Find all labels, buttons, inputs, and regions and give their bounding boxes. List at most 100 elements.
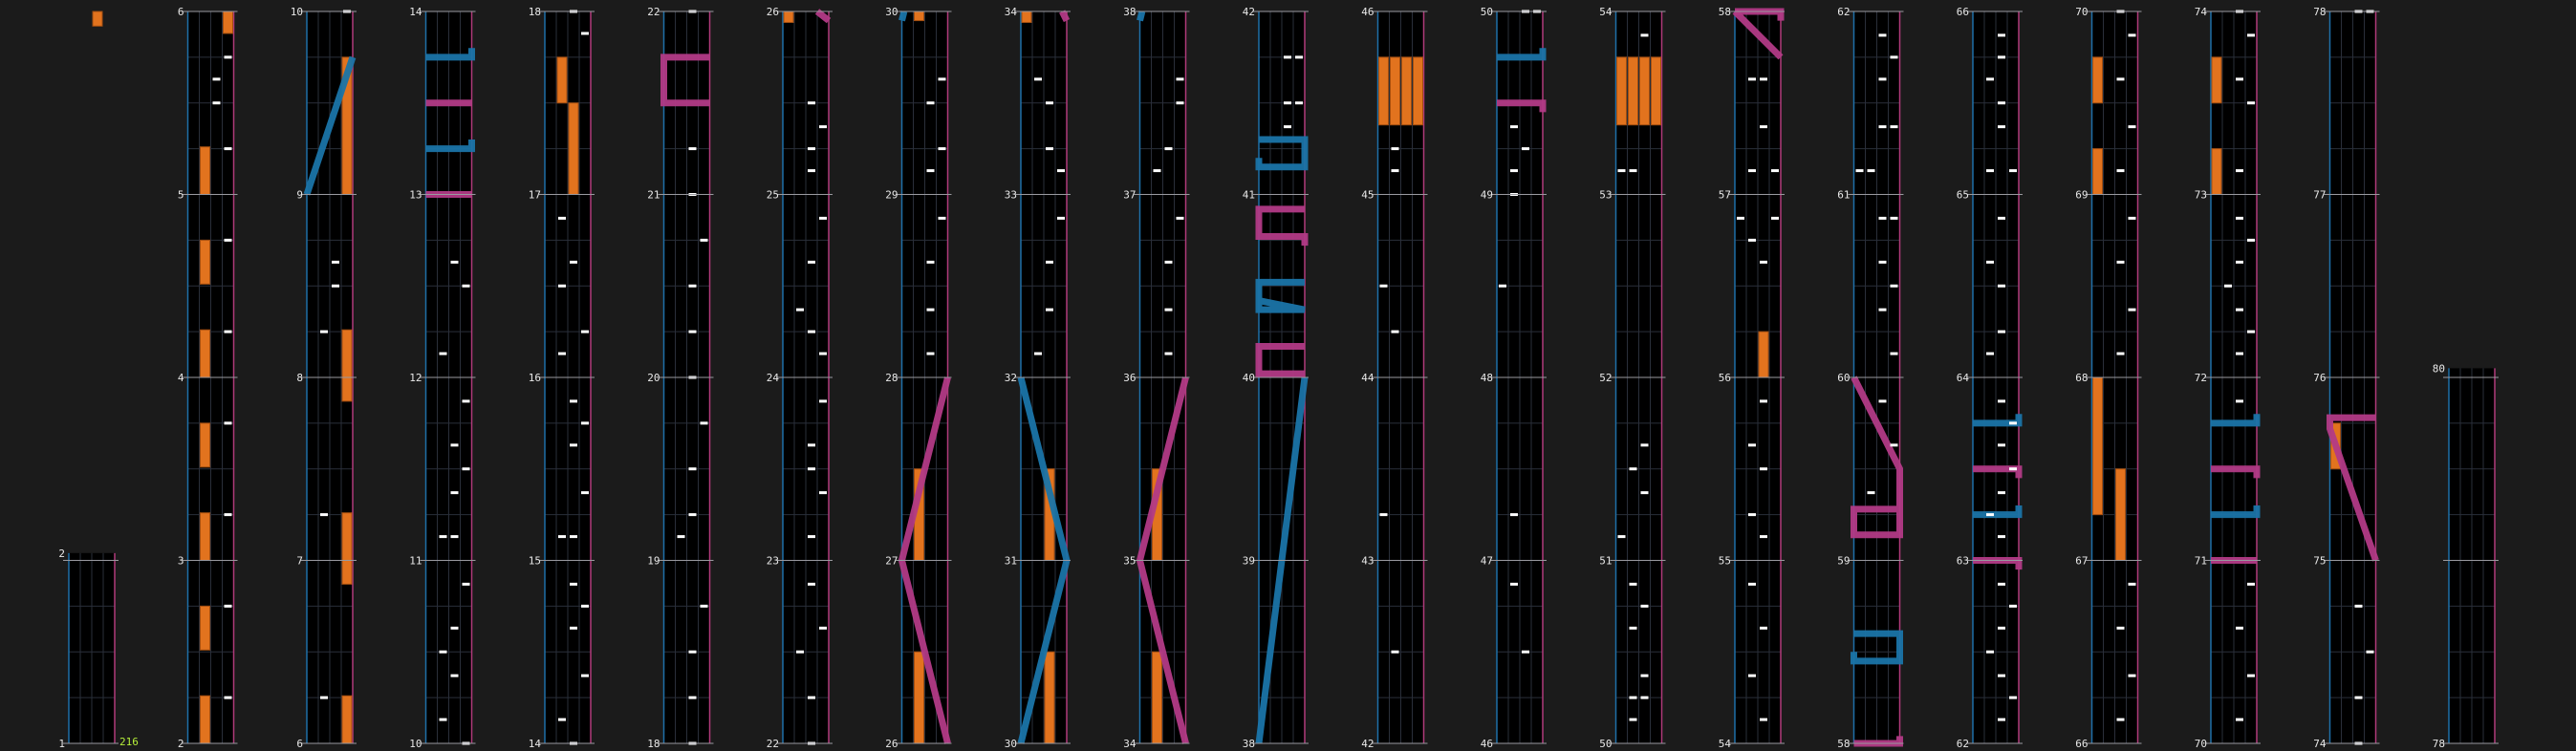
- measure-label: 33: [1005, 189, 1017, 202]
- tap-note: [2009, 467, 2017, 471]
- measure-label-top: 30: [885, 6, 898, 18]
- hold-note: [556, 56, 568, 104]
- slide-note: [2327, 414, 2379, 562]
- tap-note: [1878, 260, 1887, 264]
- tap-note: [570, 535, 577, 539]
- measure-label: 13: [409, 189, 422, 202]
- tap-note: [1046, 260, 1053, 264]
- slide-note: [1851, 376, 1903, 539]
- tap-note: [2236, 399, 2243, 403]
- tap-note: [581, 32, 589, 35]
- hold-note: [341, 512, 353, 585]
- tap-note: [2247, 582, 2255, 586]
- measure-label-top: 78: [2313, 6, 2326, 18]
- slide-note: [1255, 342, 1305, 377]
- tap-note: [439, 718, 447, 721]
- tap-note: [677, 535, 685, 539]
- measure-columns: 2165432109876141312111018171615142221201…: [58, 6, 2499, 750]
- slide-note: [1497, 48, 1547, 61]
- measure-label-top: 10: [291, 6, 303, 18]
- measure-label: 7: [296, 555, 303, 568]
- measure-column: 50 49 48 47 46: [1481, 6, 1547, 750]
- tap-note: [1295, 101, 1303, 105]
- measure-label: 39: [1243, 555, 1255, 568]
- measure-label-top: 22: [647, 6, 660, 18]
- tap-note: [2009, 169, 2017, 173]
- measure-label-top: 2: [58, 547, 65, 560]
- tap-note: [2247, 238, 2255, 242]
- slide-note: [2211, 505, 2261, 519]
- hold-note: [341, 329, 353, 402]
- tap-note: [2247, 674, 2255, 677]
- tap-note: [450, 443, 459, 447]
- measure-label: 3: [178, 555, 184, 568]
- tap-note: [2128, 216, 2136, 220]
- tap-note: [808, 147, 815, 151]
- tap-note: [450, 260, 459, 264]
- tap-note: [1890, 216, 1898, 220]
- tap-note: [1760, 626, 1767, 630]
- measure-label-top: 58: [1719, 6, 1731, 18]
- tap-note: [1629, 718, 1637, 721]
- measure-label-top: 62: [1837, 6, 1850, 18]
- measure-column: 58 57 56 55 54: [1719, 6, 1785, 750]
- tap-note: [808, 582, 815, 586]
- tap-note: [1034, 77, 1042, 81]
- measure-label: 32: [1005, 372, 1017, 384]
- slide-note: [814, 9, 832, 24]
- hold-note: [200, 695, 210, 744]
- tap-note: [1640, 443, 1649, 447]
- measure-label-bottom: 6: [296, 738, 303, 750]
- tap-note: [1998, 491, 2005, 495]
- slide-note: [1497, 99, 1547, 113]
- measure-label-top: 42: [1243, 6, 1255, 18]
- measure-label: 77: [2313, 189, 2326, 202]
- tap-note: [688, 696, 697, 699]
- tap-note: [570, 443, 577, 447]
- slide-note: [898, 11, 908, 22]
- tap-note: [1046, 147, 1053, 151]
- tap-note: [439, 535, 447, 539]
- measure-label: 36: [1123, 372, 1136, 384]
- measure-label: 69: [2075, 189, 2088, 202]
- slide-note: [1255, 136, 1309, 171]
- tap-note: [1986, 260, 1994, 264]
- tap-note: [1998, 33, 2005, 37]
- tap-note: [819, 626, 827, 630]
- hold-note: [1628, 56, 1638, 126]
- tap-note: [570, 399, 577, 403]
- tap-note: [2128, 33, 2136, 37]
- measure-label: 19: [647, 555, 660, 568]
- measure-label: 52: [1599, 372, 1612, 384]
- tap-note: [1164, 147, 1173, 151]
- hold-note: [1401, 56, 1412, 126]
- tap-note: [558, 718, 566, 721]
- tap-note: [450, 491, 459, 495]
- tap-note: [926, 169, 935, 173]
- tap-note: [1890, 55, 1898, 59]
- measure-label-top: 38: [1123, 6, 1136, 18]
- tap-note: [450, 674, 459, 677]
- tap-note: [2236, 626, 2243, 630]
- tap-note: [462, 399, 470, 403]
- slide-note: [1255, 278, 1306, 313]
- tap-note: [1748, 77, 1756, 81]
- hold-note: [2115, 468, 2126, 561]
- measure-label-bottom: 62: [1957, 738, 1969, 750]
- measure-label: 29: [885, 189, 898, 202]
- hold-note: [914, 11, 924, 22]
- tap-note: [320, 330, 328, 333]
- measure-label: 56: [1719, 372, 1731, 384]
- measure-label-bottom: 38: [1243, 738, 1255, 750]
- measure-label: 57: [1719, 189, 1731, 202]
- tap-note: [1878, 125, 1887, 129]
- tap-note: [1629, 696, 1637, 699]
- hold-note: [1616, 56, 1627, 126]
- tap-note: [462, 467, 470, 471]
- hold-note: [2092, 376, 2103, 516]
- measure-label-top: 80: [2433, 362, 2445, 375]
- tap-note: [1986, 513, 1994, 517]
- measure-label: 41: [1243, 189, 1255, 202]
- tap-note: [439, 352, 447, 355]
- measure-label: 27: [885, 555, 898, 568]
